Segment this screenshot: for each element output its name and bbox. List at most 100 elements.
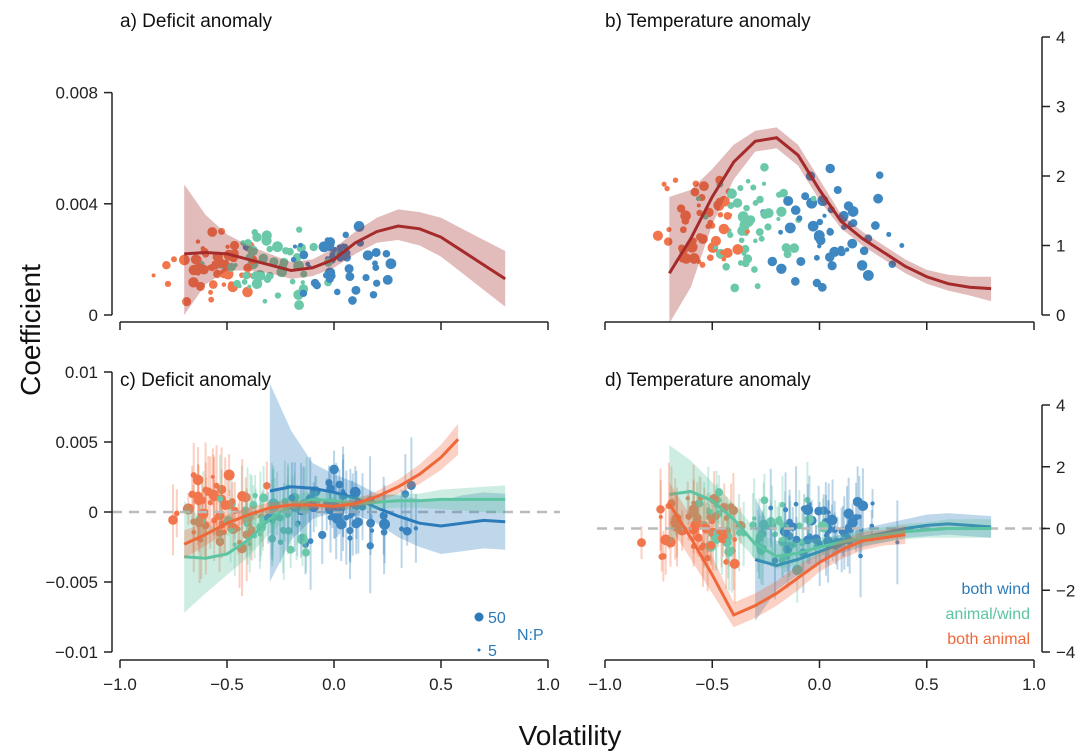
data-point [243,263,252,273]
data-point [266,245,274,253]
data-point [722,247,733,258]
data-point [779,501,786,508]
both-animal-confidence-band [184,423,459,559]
data-point [793,501,799,507]
data-point [257,532,263,537]
data-point [307,538,314,544]
data-point [232,542,237,547]
data-point [730,283,740,293]
data-point [329,464,339,475]
data-point [240,492,251,503]
data-point [791,564,803,576]
x-axis: −1.0 −0.5 0.0 0.5 1.0 [588,659,1046,694]
data-point [208,289,214,295]
data-point [349,486,361,498]
data-point [843,201,854,211]
data-point [247,245,258,257]
y-tick-label: 0.004 [55,195,98,214]
data-point [761,181,767,186]
data-point [373,250,381,257]
data-point [347,535,353,541]
data-point [362,273,370,282]
data-point [844,511,850,517]
size-legend-title: N:P [517,627,544,644]
data-point [309,242,318,252]
data-point [299,250,309,260]
data-point [216,484,227,495]
data-point [290,256,297,263]
data-point [802,504,814,516]
data-point [353,517,363,527]
data-point [182,297,192,307]
overall-trend-line [668,136,992,291]
data-point [816,218,824,226]
animal-wind-trend-line [184,497,506,560]
data-point [353,221,365,232]
data-point [188,277,199,288]
data-point [688,506,699,518]
size-legend: 50 5 N:P [474,610,544,660]
data-point [760,162,769,172]
data-point [247,541,252,547]
data-point [282,247,290,255]
y-axis: 0 1 2 3 4 [1041,28,1065,325]
data-point [699,181,709,192]
data-point [856,514,862,520]
legend-entry-both-wind: both wind [962,581,1031,598]
x-tick-label: 0.0 [808,675,832,694]
data-point [742,254,753,264]
data-point [301,548,310,557]
data-point [870,221,880,230]
data-point [713,199,725,211]
data-point [837,248,846,257]
size-legend-large-marker [474,612,484,622]
data-point [191,529,197,535]
data-point [804,514,814,525]
y-tick-label: 0 [1056,306,1065,325]
data-point [729,558,740,569]
data-point [732,198,743,208]
data-point [709,244,715,249]
data-point [777,515,782,521]
data-point [211,517,218,524]
data-point [225,244,230,249]
data-point [208,296,215,303]
data-point [227,527,234,533]
data-point [715,488,724,497]
data-point [229,240,240,251]
data-point [661,181,667,187]
data-point [233,279,241,288]
data-point [298,242,303,248]
data-point [218,227,226,235]
data-point [194,517,204,528]
data-point [268,534,276,543]
data-point [784,222,796,234]
data-point [685,496,690,501]
data-point [208,280,218,289]
panel-b: 0 1 2 3 4 b) Temperature anomaly [604,11,1065,330]
data-point [342,231,350,239]
data-point [719,250,725,256]
data-point [783,507,789,513]
y-tick-label: 2 [1056,167,1065,186]
data-point [658,553,665,560]
data-point [706,514,713,521]
data-point [741,251,747,256]
data-point [676,204,686,213]
x-tick-label: 0.5 [429,675,453,694]
y-tick-label: 4 [1056,28,1065,47]
data-point [827,261,837,271]
data-point [688,253,700,264]
data-point [812,278,822,288]
panel-title: b) Temperature anomaly [605,11,811,32]
data-point [299,289,308,298]
data-point [819,506,828,515]
data-point [807,220,819,232]
data-point [281,497,289,505]
data-point [811,534,821,545]
data-point [825,163,835,174]
data-point [857,500,869,512]
data-point [778,536,789,547]
data-point [790,277,800,286]
data-point [796,215,803,222]
